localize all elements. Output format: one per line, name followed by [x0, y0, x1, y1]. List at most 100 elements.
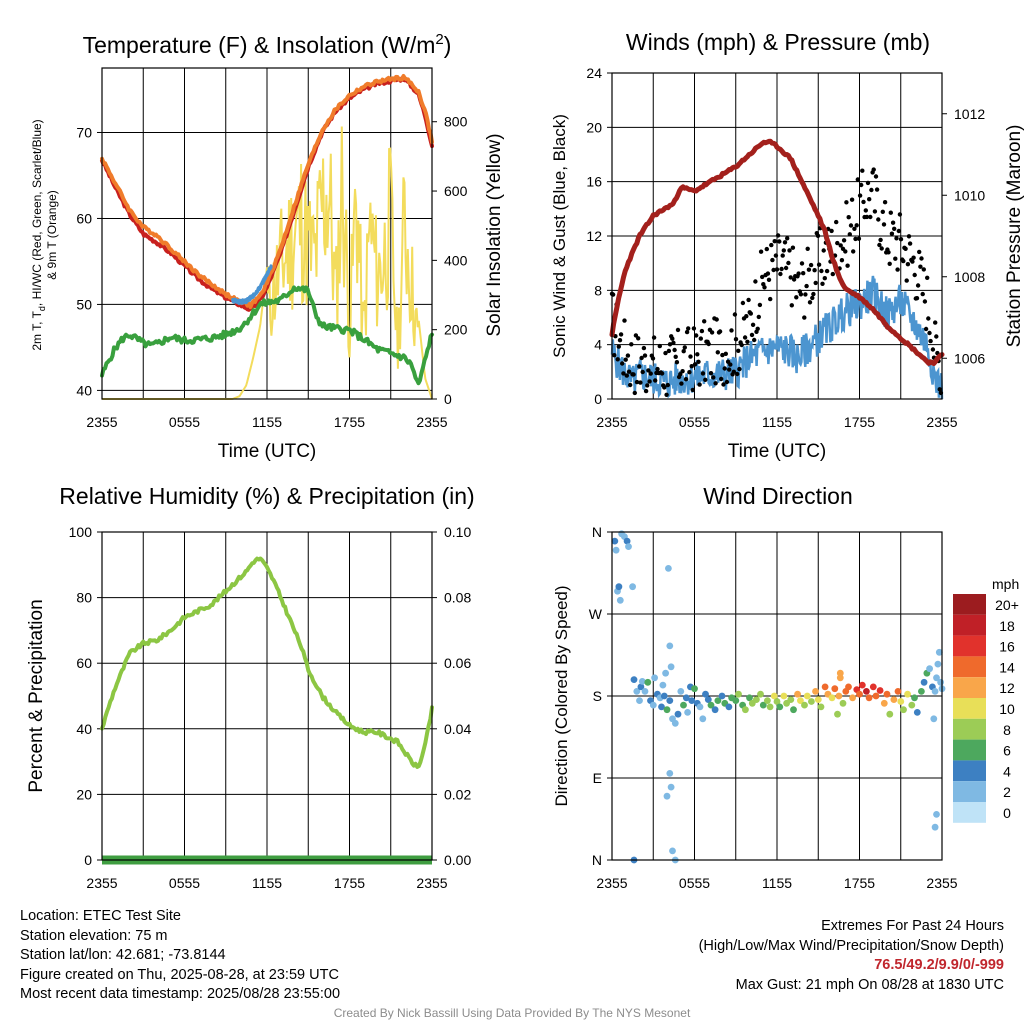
gust-point — [874, 187, 880, 192]
colorbar-swatch — [953, 760, 986, 782]
gust-point — [904, 278, 909, 283]
gust-point — [684, 329, 690, 335]
gust-point — [770, 257, 775, 263]
temp-xtick-label: 1155 — [252, 414, 282, 430]
temp-xtick-label: 0555 — [169, 414, 200, 430]
gust-point — [821, 248, 826, 253]
gust-point — [768, 296, 773, 302]
gust-point — [808, 262, 814, 268]
direction-point — [666, 697, 674, 704]
wind-xtick-label: 1755 — [844, 414, 875, 430]
gust-point — [728, 362, 733, 367]
gust-point — [937, 387, 942, 392]
temp-xaxis-label: Time (UTC) — [218, 441, 317, 462]
colorbar-swatch — [953, 635, 986, 657]
direction-point — [834, 710, 841, 718]
gust-point — [853, 236, 858, 242]
gust-point — [696, 359, 701, 364]
wind-xtick-label: 2355 — [596, 414, 627, 430]
direction-point — [845, 683, 852, 691]
dir-ytick-label: N — [592, 852, 602, 868]
gust-point — [706, 341, 711, 347]
rh-xtick-label: 1155 — [252, 875, 282, 891]
figure-created: Figure created on Thu, 2025-08-28, at 23… — [20, 966, 339, 983]
direction-point — [641, 688, 649, 695]
insol-y2tick-label: 0 — [444, 391, 452, 407]
temp-panel: 2355 0555 1155 1755 2355 40 50 60 70 0 200 400 600 80… — [30, 31, 505, 462]
gust-point — [750, 322, 756, 327]
gust-point — [930, 347, 936, 352]
gust-point — [664, 392, 669, 397]
wind-chart-title: Winds (mph) & Pressure (mb) — [626, 29, 930, 55]
insol-y2tick-label: 800 — [444, 114, 468, 130]
gust-point — [683, 377, 689, 382]
gust-point — [798, 292, 804, 297]
gust-point — [689, 364, 694, 369]
direction-point — [757, 690, 764, 698]
gust-point — [805, 246, 810, 251]
gust-point — [894, 236, 899, 241]
station-elevation: Station elevation: 75 m — [20, 927, 168, 944]
gust-point — [714, 317, 719, 322]
temp-ytick-label: 60 — [76, 210, 92, 226]
gust-point — [844, 200, 849, 205]
gust-point — [641, 345, 647, 351]
wind-ytick-label: 12 — [586, 228, 602, 244]
gust-point — [859, 182, 864, 188]
gust-point — [928, 338, 933, 344]
direction-point — [931, 688, 939, 695]
wind-panel: 2355 0555 1155 1755 2355 0 4 8 12 16 20 24 1006 1008 1… — [550, 29, 1024, 462]
gust-point — [624, 373, 629, 378]
direction-point — [913, 709, 921, 716]
gust-point — [762, 285, 767, 290]
gust-point — [811, 291, 816, 297]
direction-point — [897, 698, 905, 705]
direction-point — [856, 690, 863, 698]
gust-point — [824, 268, 830, 274]
direction-point — [872, 692, 880, 700]
direction-point — [803, 692, 811, 700]
gust-point — [722, 366, 727, 371]
dir-frame — [611, 531, 943, 861]
gust-point — [765, 271, 771, 276]
dir-xtick-label: 2355 — [596, 875, 627, 891]
direction-point — [890, 696, 898, 703]
gust-point — [906, 234, 912, 239]
gust-point — [854, 223, 859, 228]
gust-point — [617, 338, 623, 343]
gust-point — [783, 265, 789, 271]
insol-y2tick-label: 400 — [444, 252, 468, 268]
direction-point — [835, 692, 843, 700]
gust-point — [830, 271, 835, 277]
insolation-yaxis-label: Solar Insolation (Yellow) — [484, 133, 505, 336]
wind-ytick-label: 16 — [586, 174, 602, 190]
gust-point — [799, 261, 805, 266]
gust-point — [636, 336, 641, 341]
colorbar-label: 10 — [999, 701, 1015, 717]
colorbar-title: mph — [992, 576, 1019, 592]
gust-point — [648, 371, 653, 376]
direction-point — [637, 683, 645, 691]
station-location: Location: ETEC Test Site — [20, 908, 181, 924]
max-gust: Max Gust: 21 mph On 08/28 at 1830 UTC — [735, 976, 1004, 993]
gust-point — [732, 312, 738, 317]
gust-point — [925, 275, 930, 280]
rh-frame — [101, 531, 433, 861]
colorbar-label: 8 — [1003, 722, 1011, 738]
gust-point — [675, 327, 681, 333]
gust-point — [845, 263, 850, 268]
direction-point — [742, 706, 749, 714]
direction-point — [801, 701, 808, 709]
gust-point — [923, 326, 929, 332]
gust-point — [921, 267, 926, 272]
direction-point — [667, 783, 675, 791]
direction-point — [858, 681, 866, 689]
direction-point — [812, 688, 819, 695]
gust-point — [640, 369, 645, 375]
gust-point — [871, 167, 876, 172]
direction-point — [615, 583, 623, 591]
direction-point — [814, 696, 822, 703]
gust-point — [679, 381, 684, 386]
gust-point — [895, 267, 900, 272]
